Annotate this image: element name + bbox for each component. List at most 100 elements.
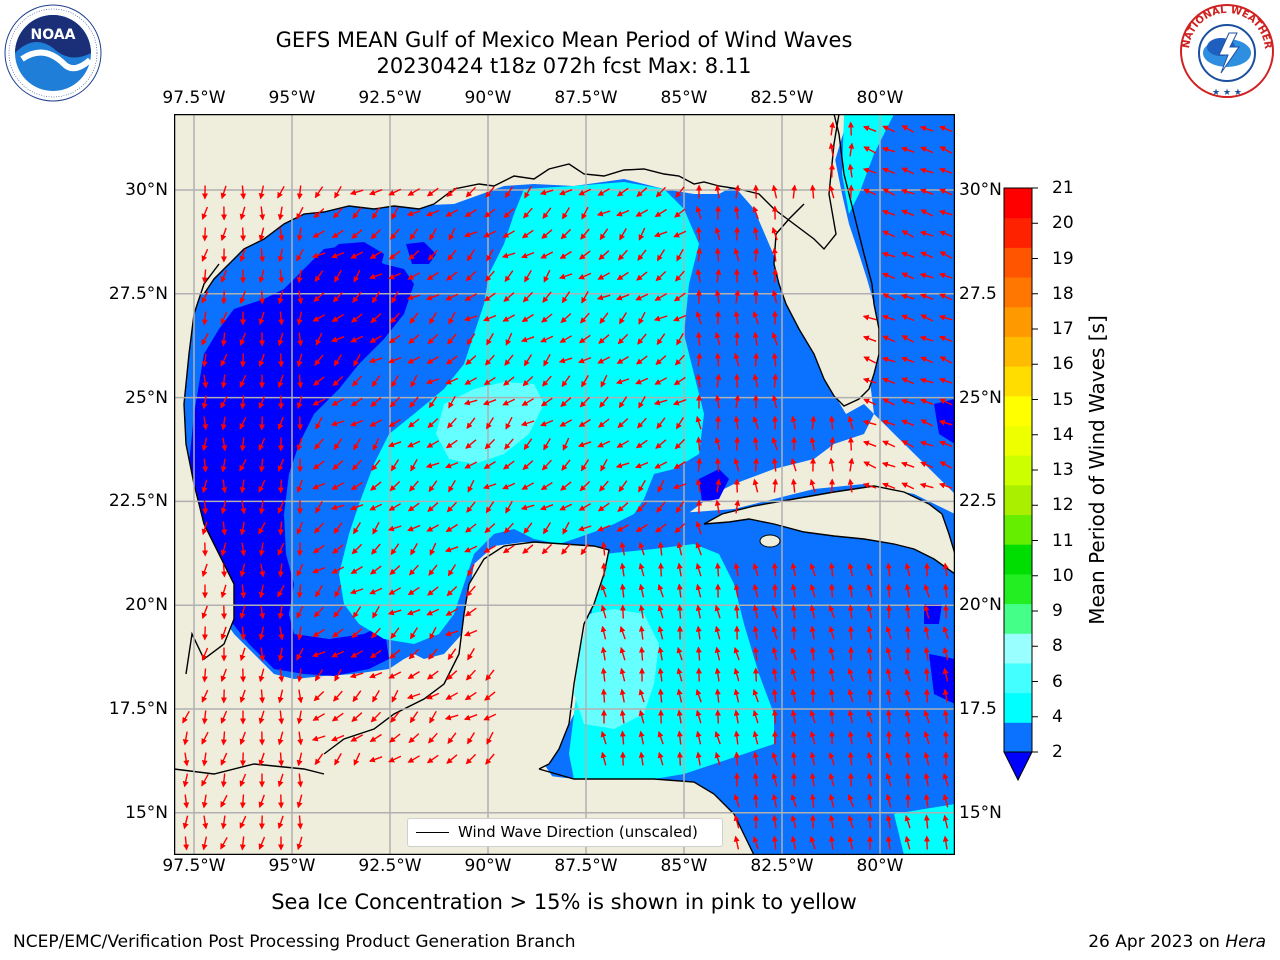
direction-arrow (464, 607, 477, 617)
isla-juventud (759, 534, 781, 548)
direction-arrow (676, 248, 684, 262)
direction-arrow (866, 772, 873, 787)
direction-arrow (696, 247, 703, 262)
direction-arrow (389, 250, 401, 260)
direction-arrow (220, 332, 227, 347)
direction-arrow (349, 588, 364, 595)
direction-arrow (654, 377, 668, 385)
direction-arrow (790, 835, 797, 850)
direction-arrow (885, 583, 892, 598)
direction-arrow (581, 290, 589, 304)
direction-arrow (239, 290, 246, 305)
direction-arrow (771, 835, 778, 850)
direction-arrow (349, 504, 364, 511)
direction-arrow (482, 483, 497, 490)
direction-arrow (277, 563, 284, 578)
direction-arrow (427, 249, 438, 261)
direction-arrow (653, 399, 668, 406)
direction-arrow (258, 836, 266, 850)
direction-arrow (847, 688, 854, 703)
direction-arrow (615, 462, 630, 469)
direction-arrow (829, 121, 836, 136)
lon-tick-label-bottom: 87.5°W (554, 856, 618, 876)
direction-arrow (505, 332, 513, 346)
direction-arrow (201, 269, 208, 284)
direction-arrow (752, 751, 759, 766)
direction-arrow (657, 562, 664, 577)
direction-arrow (315, 585, 323, 598)
direction-arrow (752, 709, 759, 724)
direction-arrow (409, 228, 419, 241)
direction-arrow (484, 523, 496, 534)
direction-arrow (182, 773, 189, 788)
direction-arrow (938, 377, 953, 384)
direction-arrow (406, 693, 421, 700)
direction-arrow (657, 688, 664, 703)
lon-tick-label-top: 97.5°W (162, 88, 226, 108)
direction-arrow (790, 415, 797, 430)
direction-arrow (352, 690, 362, 703)
direction-arrow (882, 167, 896, 175)
direction-arrow (863, 461, 877, 469)
direction-arrow (847, 415, 854, 430)
legend-line-sample (416, 832, 449, 833)
direction-arrow (201, 752, 208, 767)
colorbar-segment (1004, 336, 1032, 367)
direction-arrow (369, 671, 383, 679)
direction-arrow (220, 395, 228, 409)
direction-arrow (733, 247, 740, 262)
direction-arrow (862, 167, 877, 174)
direction-arrow (409, 396, 419, 408)
direction-arrow (919, 293, 934, 300)
direction-arrow (447, 648, 457, 661)
direction-arrow (809, 478, 816, 493)
direction-arrow (521, 398, 534, 406)
caribbean-light-cyan (574, 609, 659, 729)
direction-arrow (619, 646, 626, 661)
footer-credit: NCEP/EMC/Verification Post Processing Pr… (13, 932, 576, 952)
direction-arrow (371, 375, 381, 388)
direction-arrow (847, 121, 854, 136)
direction-arrow (923, 772, 930, 787)
direction-arrow (881, 419, 896, 426)
direction-arrow (771, 226, 778, 241)
direction-arrow (467, 479, 475, 493)
florida-land (774, 114, 879, 406)
direction-arrow (714, 226, 721, 241)
direction-arrow (239, 479, 246, 494)
direction-arrow (733, 793, 740, 808)
direction-arrow (239, 605, 246, 620)
direction-arrow (714, 499, 721, 514)
direction-arrow (502, 314, 516, 322)
direction-arrow (617, 502, 629, 512)
direction-arrow (388, 188, 402, 196)
direction-arrow (578, 503, 591, 511)
direction-arrow (676, 417, 684, 430)
direction-arrow (559, 419, 573, 427)
lat-tick-label-right: 20°N (959, 595, 1002, 616)
direction-arrow (278, 269, 285, 284)
direction-arrow (733, 268, 740, 283)
direction-arrow (600, 541, 607, 556)
colorbar-segment (1004, 544, 1032, 575)
direction-arrow (560, 481, 572, 491)
direction-arrow (369, 251, 382, 259)
direction-arrow (695, 562, 702, 577)
direction-arrow (410, 543, 418, 556)
direction-arrow (809, 751, 816, 766)
direction-arrow (881, 356, 896, 363)
direction-arrow (408, 564, 419, 576)
direction-arrow (695, 583, 702, 598)
direction-arrow (350, 566, 363, 574)
direction-arrow (350, 335, 364, 343)
direction-arrow (904, 751, 911, 766)
colorbar-tick-label: 8 (1052, 636, 1063, 657)
direction-arrow (885, 625, 892, 640)
direction-arrow (312, 314, 326, 322)
direction-arrow (314, 438, 324, 450)
direction-arrow (578, 418, 591, 428)
direction-arrow (258, 311, 265, 326)
direction-arrow (183, 836, 190, 851)
direction-arrow (296, 437, 303, 452)
direction-arrow (202, 500, 209, 515)
